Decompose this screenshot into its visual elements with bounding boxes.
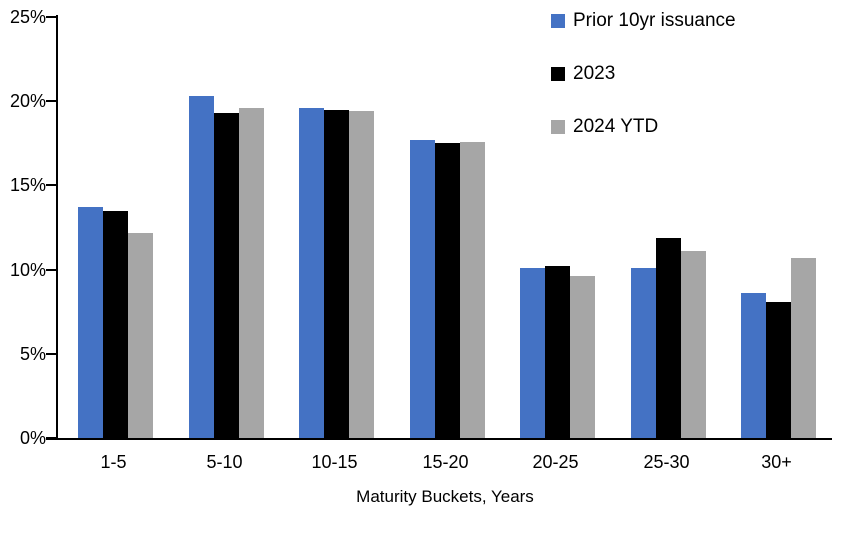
- y-tick-label: 5%: [19, 343, 46, 364]
- bar-prior-10yr-issuance-25-30: [631, 268, 656, 438]
- bar-prior-10yr-issuance-30: [741, 293, 766, 438]
- x-category-label: 10-15: [311, 452, 358, 472]
- legend-label: Prior 10yr issuance: [573, 10, 736, 31]
- bar-prior-10yr-issuance-10-15: [299, 108, 324, 438]
- bar-2023-15-20: [435, 143, 460, 438]
- x-category-label: 1-5: [100, 452, 127, 472]
- legend-label: 2024 YTD: [573, 116, 659, 137]
- bar-2023-1-5: [103, 211, 128, 438]
- bar-2023-30: [766, 302, 791, 438]
- legend: Prior 10yr issuance 2023 2024 YTD: [551, 11, 736, 137]
- bar-2023-5-10: [214, 113, 239, 438]
- y-tick-mark: [46, 100, 58, 103]
- y-tick-mark: [46, 437, 58, 439]
- legend-label: 2023: [573, 63, 616, 84]
- x-category-label: 25-30: [643, 452, 690, 472]
- bar-2024-ytd-15-20: [460, 142, 485, 438]
- legend-swatch-icon: [551, 67, 565, 81]
- legend-item-2023: 2023: [551, 64, 736, 84]
- bar-2024-ytd-30: [791, 258, 816, 438]
- x-category-label: 15-20: [422, 452, 469, 472]
- bar-prior-10yr-issuance-20-25: [520, 268, 545, 438]
- bar-2024-ytd-25-30: [681, 251, 706, 438]
- bar-2024-ytd-10-15: [349, 111, 374, 438]
- bar-prior-10yr-issuance-1-5: [78, 207, 103, 438]
- y-tick-label: 0%: [19, 428, 46, 448]
- x-axis-title: Maturity Buckets, Years: [356, 487, 534, 506]
- legend-swatch-icon: [551, 120, 565, 134]
- legend-swatch-icon: [551, 14, 565, 28]
- bar-2024-ytd-5-10: [239, 108, 264, 438]
- bar-prior-10yr-issuance-15-20: [410, 140, 435, 438]
- bar-2023-10-15: [324, 110, 349, 438]
- y-tick-label: 10%: [9, 259, 46, 280]
- bar-2024-ytd-1-5: [128, 233, 153, 438]
- legend-item-2024-ytd: 2024 YTD: [551, 117, 736, 137]
- y-tick-label: 20%: [9, 91, 46, 112]
- y-tick-mark: [46, 352, 58, 355]
- y-tick-mark: [46, 16, 58, 18]
- bar-2024-ytd-20-25: [570, 276, 595, 438]
- y-tick-mark: [46, 184, 58, 187]
- legend-item-prior-10yr-issuance: Prior 10yr issuance: [551, 11, 736, 31]
- y-axis-line: [56, 15, 58, 440]
- y-tick-label: 15%: [9, 175, 46, 196]
- x-axis-line: [46, 438, 832, 440]
- y-tick-mark: [46, 268, 58, 271]
- x-category-label: 30+: [761, 452, 792, 472]
- x-category-label: 20-25: [532, 452, 579, 472]
- bar-2023-20-25: [545, 266, 570, 438]
- y-tick-label: 25%: [9, 7, 46, 27]
- bar-prior-10yr-issuance-5-10: [189, 96, 214, 438]
- bar-2023-25-30: [656, 238, 681, 438]
- x-category-label: 5-10: [206, 452, 243, 472]
